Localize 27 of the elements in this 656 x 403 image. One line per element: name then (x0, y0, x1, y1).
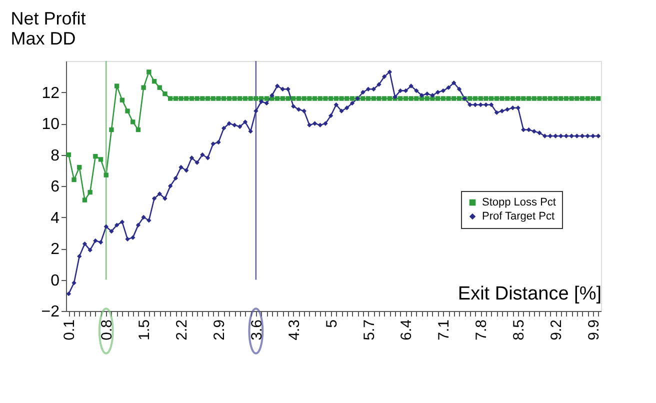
x-axis-title: Exit Distance [%] (458, 284, 602, 304)
x-tick-label: 8.5 (510, 320, 528, 340)
x-tick-label: 7.1 (436, 320, 453, 340)
y-tick-label: 10 (42, 116, 60, 133)
x-tick-label: 3.6 (248, 320, 266, 340)
x-tick-label: 9.2 (548, 320, 566, 340)
x-tick-label: 2.9 (210, 320, 228, 340)
y-tick-label: 2 (50, 241, 60, 258)
y-tick-label: 4 (50, 210, 60, 227)
x-tick-label: 5 (323, 320, 340, 328)
y-tick-label: 6 (50, 178, 60, 196)
x-tick-label: 6.4 (398, 320, 416, 340)
legend-label: Prof Target Pct (482, 210, 555, 222)
y-tick-label: 8 (50, 147, 60, 164)
x-tick-label: 7.8 (473, 320, 490, 340)
x-tick-label: 9.9 (585, 320, 602, 340)
x-tick-label: 0.1 (61, 320, 78, 340)
x-tick-label: 4.3 (286, 320, 303, 340)
y-tick-label: 0 (50, 272, 60, 290)
x-tick-label: 1.5 (136, 320, 154, 340)
x-tick-label: 0.8 (98, 320, 116, 340)
y-tick-label: 12 (42, 84, 60, 102)
x-tick-label: 5.7 (360, 320, 378, 340)
y-tick-label: −2 (41, 304, 60, 320)
y-axis-title: Net Profit Max DD (10, 8, 86, 48)
x-tick-label: 2.2 (174, 320, 191, 340)
legend-label: Stopp Loss Pct (482, 196, 556, 208)
